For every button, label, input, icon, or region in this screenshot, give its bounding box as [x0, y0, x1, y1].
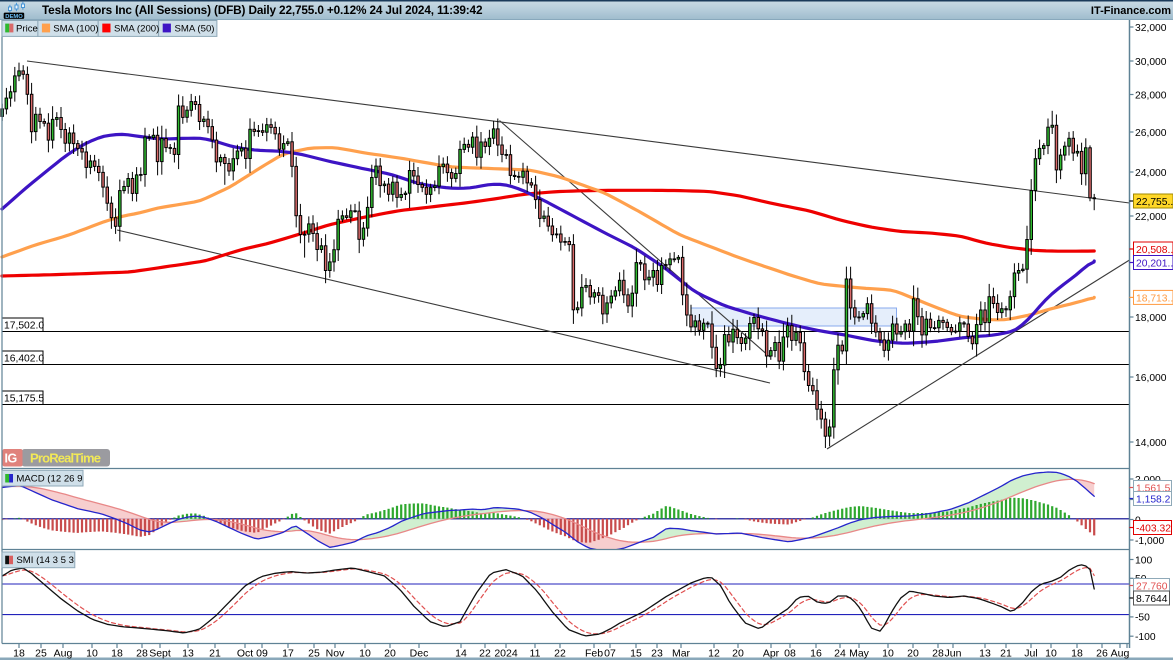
svg-text:22,755..: 22,755.. [1136, 197, 1173, 208]
svg-text:Price: Price [16, 24, 38, 35]
svg-text:28: 28 [136, 648, 148, 660]
svg-text:Mar: Mar [672, 648, 691, 660]
svg-text:SMA (50): SMA (50) [175, 24, 215, 35]
svg-text:30,000: 30,000 [1135, 57, 1167, 68]
svg-text:Oct: Oct [237, 648, 253, 660]
svg-text:13: 13 [979, 648, 991, 660]
svg-text:07: 07 [604, 648, 616, 660]
svg-text:24: 24 [834, 648, 846, 660]
svg-text:08: 08 [784, 648, 796, 660]
svg-text:18,000: 18,000 [1135, 313, 1167, 324]
svg-text:8.7644: 8.7644 [1136, 594, 1168, 605]
svg-text:18: 18 [13, 648, 25, 660]
svg-text:DEMO: DEMO [5, 14, 23, 20]
svg-text:26,000: 26,000 [1135, 128, 1167, 139]
svg-text:Aug: Aug [1111, 648, 1130, 660]
svg-text:SMA (100): SMA (100) [53, 24, 98, 35]
svg-text:14: 14 [455, 648, 467, 660]
svg-text:-1,000: -1,000 [1135, 536, 1164, 547]
svg-text:10: 10 [86, 648, 98, 660]
svg-text:18: 18 [1071, 648, 1083, 660]
svg-text:2024: 2024 [494, 648, 518, 660]
svg-text:IT-Finance.com: IT-Finance.com [1091, 5, 1171, 17]
svg-text:15,175.5: 15,175.5 [4, 393, 44, 404]
svg-text:20,201..: 20,201.. [1136, 259, 1173, 270]
svg-text:SMA (200): SMA (200) [114, 24, 159, 35]
svg-text:16,402.0: 16,402.0 [4, 353, 44, 364]
svg-text:Dec: Dec [410, 648, 429, 660]
svg-text:14,000: 14,000 [1135, 438, 1167, 449]
svg-text:100: 100 [1135, 555, 1152, 566]
svg-text:SMI (14 3 5 3: SMI (14 3 5 3 [16, 555, 74, 566]
svg-text:32,000: 32,000 [1135, 23, 1167, 34]
svg-text:15: 15 [630, 648, 642, 660]
svg-text:10: 10 [1045, 648, 1057, 660]
svg-text:1,561.5: 1,561.5 [1136, 484, 1171, 495]
svg-text:17,502.0: 17,502.0 [4, 320, 44, 331]
svg-text:ProRealTime: ProRealTime [30, 451, 101, 466]
svg-text:1,158.2: 1,158.2 [1136, 495, 1171, 506]
svg-text:21: 21 [209, 648, 221, 660]
svg-text:25: 25 [308, 648, 320, 660]
svg-text:Jul: Jul [1024, 648, 1037, 660]
svg-text:-403.32: -403.32 [1136, 524, 1171, 535]
svg-text:Nov: Nov [326, 648, 345, 660]
svg-text:09: 09 [256, 648, 268, 660]
svg-text:17: 17 [282, 648, 294, 660]
svg-text:18: 18 [111, 648, 123, 660]
svg-text:20: 20 [732, 648, 744, 660]
svg-text:21: 21 [1000, 648, 1012, 660]
svg-text:16: 16 [810, 648, 822, 660]
svg-text:Apr: Apr [763, 648, 780, 660]
svg-text:16,000: 16,000 [1135, 373, 1167, 384]
svg-text:22,000: 22,000 [1135, 212, 1167, 223]
svg-text:24,000: 24,000 [1135, 168, 1167, 179]
svg-text:27.760: 27.760 [1136, 582, 1168, 593]
svg-text:10: 10 [882, 648, 894, 660]
svg-text:Feb: Feb [585, 648, 603, 660]
svg-text:25: 25 [35, 648, 47, 660]
svg-text:13: 13 [182, 648, 194, 660]
svg-text:May: May [849, 648, 870, 660]
svg-text:Aug: Aug [54, 648, 73, 660]
svg-text:20: 20 [384, 648, 396, 660]
svg-text:10: 10 [359, 648, 371, 660]
svg-text:12: 12 [708, 648, 720, 660]
svg-text:-100: -100 [1135, 632, 1156, 643]
svg-text:IG: IG [5, 452, 17, 466]
svg-text:MACD (12 26 9: MACD (12 26 9 [16, 474, 82, 485]
svg-text:11: 11 [530, 648, 541, 660]
svg-text:Jun: Jun [945, 648, 962, 660]
svg-text:20,508..: 20,508.. [1136, 245, 1173, 256]
svg-text:-50: -50 [1135, 613, 1150, 624]
svg-text:26: 26 [1096, 648, 1108, 660]
svg-text:28: 28 [932, 648, 944, 660]
svg-text:23: 23 [651, 648, 663, 660]
svg-text:18,713..: 18,713.. [1136, 293, 1173, 304]
svg-text:Sept: Sept [149, 648, 171, 660]
svg-text:20: 20 [907, 648, 919, 660]
svg-text:Tesla Motors Inc (All Sessions: Tesla Motors Inc (All Sessions) (DFB) Da… [42, 3, 483, 17]
svg-text:28,000: 28,000 [1135, 90, 1167, 101]
svg-text:22: 22 [479, 648, 491, 660]
svg-text:22: 22 [554, 648, 566, 660]
